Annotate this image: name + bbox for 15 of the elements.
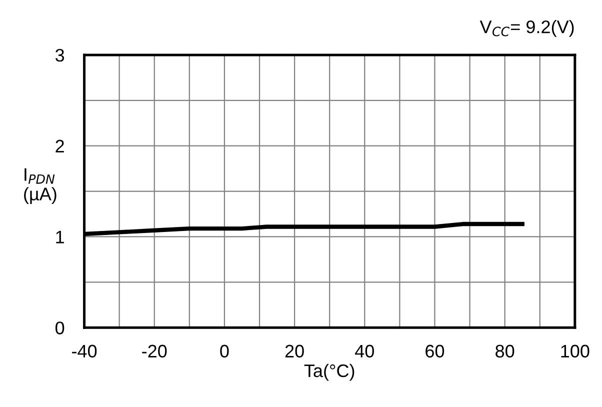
x-axis-title: Ta(°C) <box>304 364 354 381</box>
y-tick-label: 0 <box>56 322 64 334</box>
y-tick-label: 3 <box>55 48 64 62</box>
y-tick-label: 1 <box>56 230 64 244</box>
x-tick-label: 80 <box>496 344 514 358</box>
x-tick-label: -40 <box>72 344 97 358</box>
x-tick-label: 100 <box>561 344 590 358</box>
x-tick-label: 0 <box>220 344 229 358</box>
y-tick-label: 2 <box>56 140 64 152</box>
x-tick-label: 20 <box>285 344 304 358</box>
y-axis-title: I$_{PDN}$ (µA) <box>24 168 56 204</box>
x-tick-label: 40 <box>355 344 374 358</box>
x-tick-label: -20 <box>142 344 167 358</box>
x-tick-label: 60 <box>426 344 444 358</box>
text: V$_{CC}$= 9.2(V) <box>480 20 574 37</box>
